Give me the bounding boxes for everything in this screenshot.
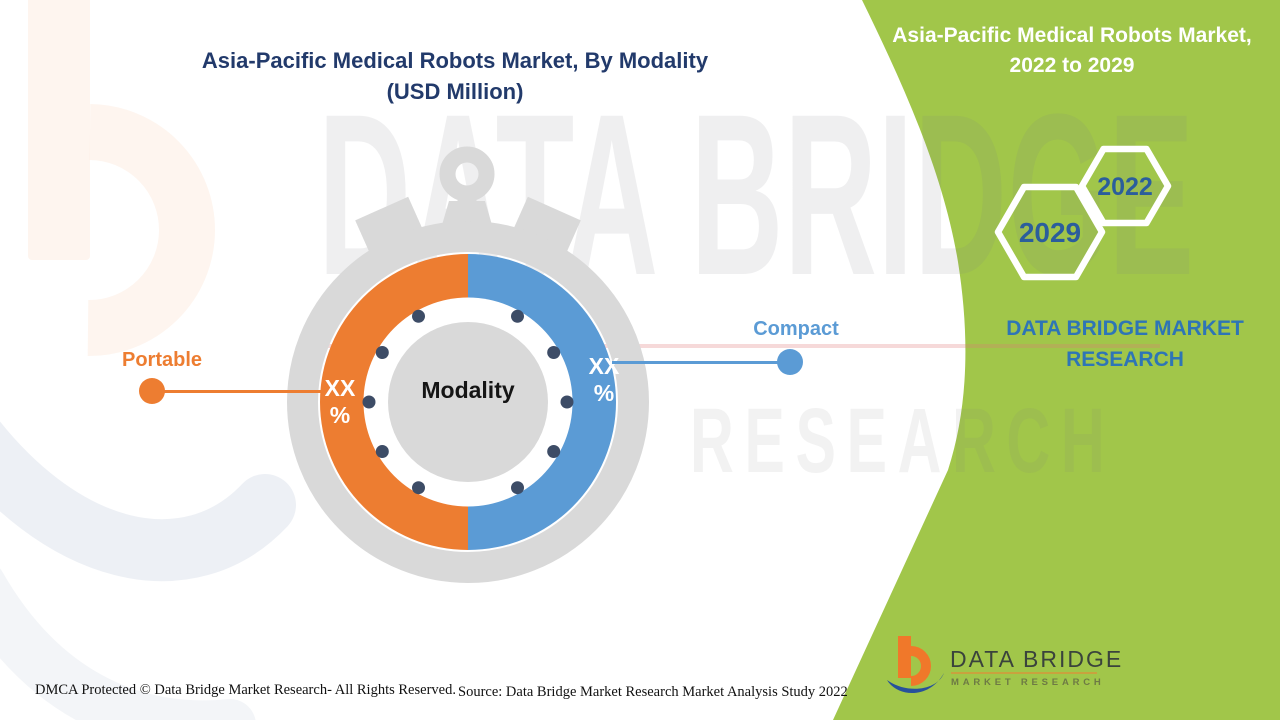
hexagon-2022 <box>1078 145 1172 227</box>
legend-label-portable: Portable <box>121 349 203 371</box>
chart-title-line1: Asia-Pacific Medical Robots Market, By M… <box>201 48 709 73</box>
chart-title-line2: (USD Million) <box>386 79 524 104</box>
stopwatch-donut-chart <box>287 146 649 583</box>
source-note: Source: Data Bridge Market Research Mark… <box>458 684 848 700</box>
stopwatch-collar <box>442 201 492 225</box>
stopwatch-right-button <box>513 196 581 254</box>
brand-name: DATA BRIDGE MARKET RESEARCH <box>985 313 1265 375</box>
panel-title-line2: 2022 to 2029 <box>1009 54 1135 77</box>
portable-percent-sign: % <box>329 402 351 428</box>
donut-center-label: Modality <box>421 377 515 403</box>
hexagon-year-2022: 2022 <box>1097 173 1153 201</box>
brand-name-line2: RESEARCH <box>1066 348 1184 371</box>
compact-value-label: XX % <box>578 353 630 407</box>
dial-tick-dots <box>362 309 574 495</box>
compact-percent-sign: % <box>593 380 615 406</box>
hexagon-2029 <box>994 183 1106 281</box>
stopwatch-left-button <box>355 196 423 254</box>
data-bridge-logo-icon <box>887 636 944 694</box>
logo-subtitle: MARKET RESEARCH <box>951 677 1105 688</box>
portable-leader-dot <box>139 378 165 404</box>
donut-segment-portable <box>320 254 468 550</box>
year-hexagons <box>994 145 1172 281</box>
stopwatch-bezel <box>287 221 649 583</box>
portable-leader-line <box>163 390 321 393</box>
portable-value-label: XX % <box>314 375 366 429</box>
panel-title: Asia-Pacific Medical Robots Market, 2022… <box>870 21 1274 81</box>
brand-name-line1: DATA BRIDGE MARKET <box>1006 317 1244 340</box>
legend-label-compact: Compact <box>753 318 839 340</box>
dial-center-circle <box>388 322 548 482</box>
logo-underline <box>951 672 1097 674</box>
compact-value: XX <box>588 353 620 379</box>
compact-leader-line <box>612 361 778 364</box>
donut-segment-compact <box>468 254 616 550</box>
logo-wordmark: DATA BRIDGE <box>950 646 1124 672</box>
chart-title: Asia-Pacific Medical Robots Market, By M… <box>130 45 780 107</box>
stopwatch-stem <box>457 187 477 203</box>
hexagon-year-2029: 2029 <box>1018 217 1082 248</box>
dmca-notice: DMCA Protected © Data Bridge Market Rese… <box>35 682 456 698</box>
panel-title-line1: Asia-Pacific Medical Robots Market, <box>892 24 1252 47</box>
compact-leader-dot <box>777 349 803 375</box>
portable-value: XX <box>324 375 356 401</box>
